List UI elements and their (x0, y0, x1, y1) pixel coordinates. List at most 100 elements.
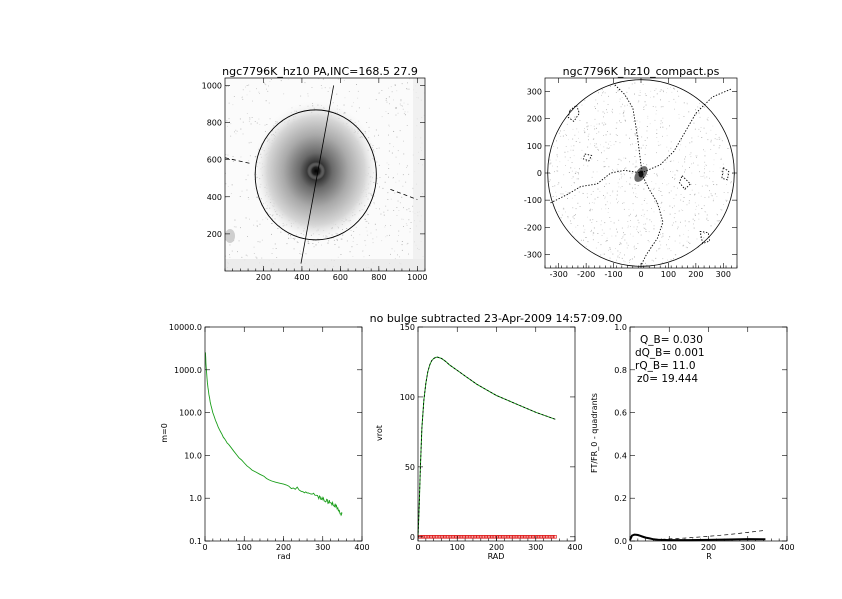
compact-speckle (572, 231, 573, 233)
noise-pixel (256, 88, 257, 90)
compact-speckle (719, 145, 721, 147)
compact-speckle (714, 223, 716, 225)
noise-pixel (399, 202, 401, 204)
compact-speckle (653, 188, 655, 190)
compact-speckle (709, 177, 710, 179)
compact-speckle (693, 116, 695, 118)
compact-speckle (595, 143, 597, 145)
compact-speckle (633, 121, 635, 122)
compact-speckle (595, 108, 596, 109)
compact-speckle (678, 95, 680, 97)
compact-speckle (677, 226, 679, 228)
noise-pixel (385, 174, 387, 175)
compact-speckle (600, 254, 602, 256)
compact-speckle (639, 92, 641, 93)
compact-speckle (624, 168, 625, 170)
rotation-xlabel: RAD (488, 552, 505, 561)
compact-speckle (710, 141, 712, 143)
compact-speckle (631, 83, 633, 85)
compact-speckle (627, 227, 629, 229)
compact-speckle (707, 139, 709, 141)
noise-pixel (400, 105, 402, 107)
noise-pixel (307, 93, 309, 95)
noise-pixel (368, 222, 370, 224)
noise-pixel (327, 91, 329, 92)
compact-speckle (554, 205, 555, 207)
compact-speckle (582, 192, 584, 194)
compact-speckle (562, 135, 564, 137)
compact-speckle (589, 143, 591, 145)
compact-speckle (650, 90, 652, 92)
noise-pixel (404, 111, 406, 113)
noise-pixel (388, 176, 389, 178)
compact-speckle (583, 164, 585, 166)
compact-speckle (693, 162, 694, 164)
compact-speckle (675, 101, 677, 103)
compact-speckle (598, 92, 599, 94)
compact-speckle (641, 203, 643, 205)
compact-speckle (723, 172, 724, 174)
compact-speckle (681, 209, 682, 211)
noise-pixel (397, 150, 399, 152)
compact-speckle (585, 237, 586, 238)
compact-speckle (579, 168, 580, 170)
compact-speckle (565, 146, 567, 147)
compact-speckle (642, 263, 643, 265)
compact-speckle (660, 99, 661, 101)
compact-speckle (591, 229, 592, 231)
compact-speckle (688, 202, 690, 204)
compact-speckle (575, 141, 577, 142)
compact-speckle (564, 156, 566, 158)
noise-pixel (384, 226, 386, 228)
compact-speckle (669, 205, 671, 207)
compact-speckle (640, 147, 642, 149)
compact-speckle (683, 102, 685, 104)
dotted-contour (721, 167, 730, 181)
noise-pixel (387, 199, 389, 200)
noise-pixel (386, 162, 388, 164)
noise-pixel (375, 99, 377, 101)
noise-pixel (406, 243, 408, 245)
galaxy-speckle (364, 218, 366, 220)
compact-speckle (597, 233, 599, 234)
compact-speckle (718, 136, 720, 138)
noise-pixel (239, 196, 241, 197)
compact-speckle (595, 181, 596, 183)
noise-pixel (257, 225, 258, 227)
compact-speckle (637, 243, 639, 244)
galaxy-speckle (336, 238, 338, 240)
noise-pixel (225, 183, 227, 185)
compact-speckle (662, 262, 664, 263)
compact-panel: ngc7796K_hz10_compact.ps -300 -200 -100 0 10… (524, 65, 738, 279)
compact-speckle (601, 229, 603, 231)
y-tick-label: -200 (524, 223, 542, 232)
compact-speckle (725, 199, 727, 201)
compact-speckle (626, 247, 628, 249)
compact-speckle (658, 187, 660, 189)
compact-speckle (677, 90, 678, 92)
noise-pixel (246, 85, 248, 86)
noise-pixel (226, 120, 228, 122)
compact-speckle (680, 221, 681, 223)
noise-pixel (343, 104, 345, 106)
compact-speckle (701, 208, 703, 209)
compact-speckle (668, 150, 670, 152)
compact-speckle (619, 242, 621, 243)
compact-speckle (720, 170, 722, 172)
noise-pixel (406, 125, 408, 126)
compact-speckle (587, 128, 588, 130)
noise-pixel (366, 220, 368, 222)
noise-pixel (229, 256, 231, 258)
compact-speckle (584, 229, 586, 231)
compact-speckle (558, 132, 560, 134)
compact-speckle (605, 141, 607, 143)
compact-speckle (591, 222, 593, 223)
galaxy-speckle (296, 241, 298, 243)
galaxy-speckle (307, 242, 309, 244)
compact-speckle (574, 167, 576, 169)
compact-speckle (636, 226, 638, 228)
compact-speckle (595, 247, 597, 249)
noise-pixel (228, 102, 230, 104)
compact-speckle (688, 111, 690, 113)
